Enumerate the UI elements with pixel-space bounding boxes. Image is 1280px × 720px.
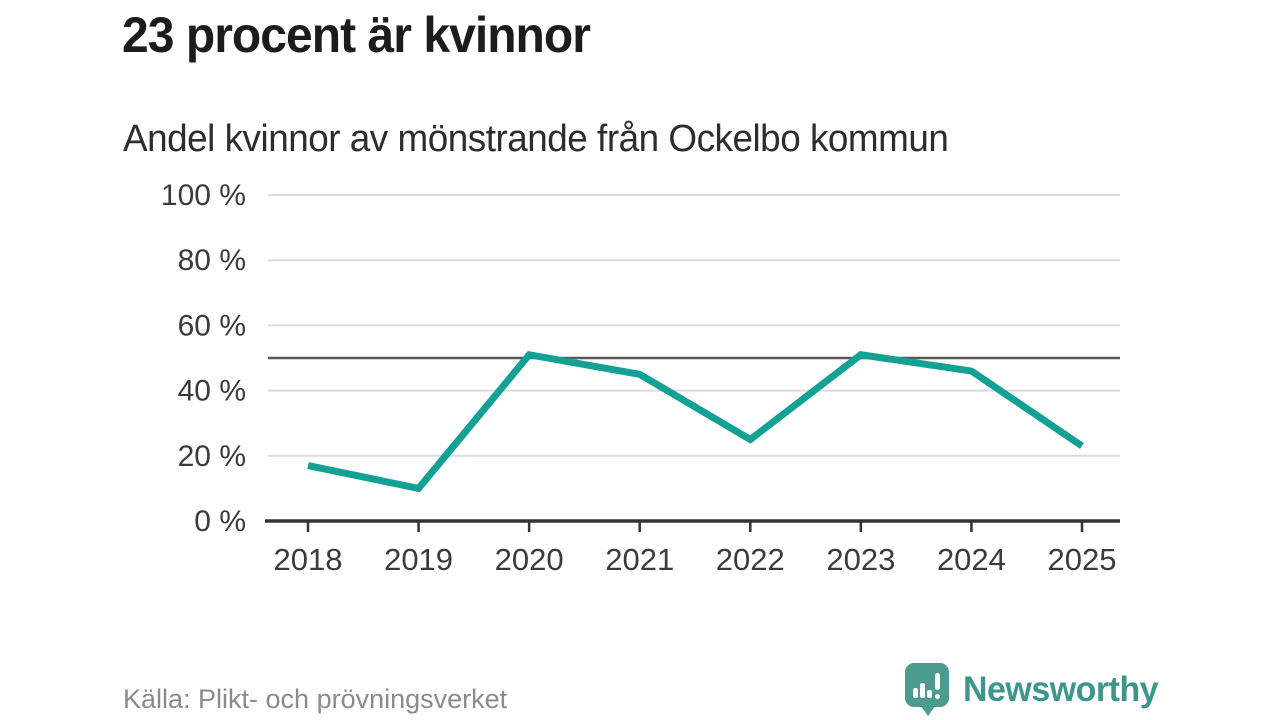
x-axis-tick-label: 2025 xyxy=(1048,542,1117,577)
x-axis-tick-label: 2018 xyxy=(274,542,343,577)
chart-subtitle: Andel kvinnor av mönstrande från Ockelbo… xyxy=(123,118,949,160)
y-axis-tick-label: 60 % xyxy=(178,309,246,342)
page-title: 23 procent är kvinnor xyxy=(122,7,591,63)
source-note: Källa: Plikt- och prövningsverket xyxy=(123,684,508,714)
brand-name: Newsworthy xyxy=(963,670,1159,709)
y-axis-tick-label: 40 % xyxy=(178,375,246,408)
y-axis-tick-label: 0 % xyxy=(194,505,246,538)
brand-logo: Newsworthy xyxy=(903,662,1164,718)
x-axis-tick-label: 2024 xyxy=(937,542,1006,577)
newsworthy-logo-icon xyxy=(905,663,949,716)
y-axis-tick-label: 100 % xyxy=(161,179,246,212)
data-line xyxy=(307,350,1084,493)
x-axis-tick-label: 2021 xyxy=(605,542,674,577)
y-axis-tick-label: 20 % xyxy=(178,440,246,473)
y-axis-tick-label: 80 % xyxy=(178,244,246,277)
x-axis-tick-label: 2020 xyxy=(495,542,564,577)
x-axis-tick-label: 2023 xyxy=(826,542,895,577)
x-axis-tick-label: 2022 xyxy=(716,542,785,577)
x-axis-tick-label: 2019 xyxy=(384,542,453,577)
